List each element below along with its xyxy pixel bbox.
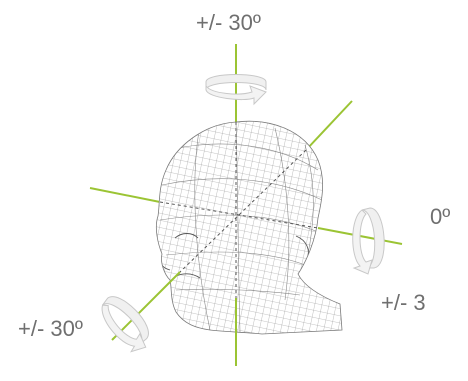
horizontal-axis-left — [89, 187, 161, 203]
wireframe-head-icon — [155, 120, 343, 335]
diagonal-axis-lower — [111, 271, 181, 341]
pitch-range-label: +/- 3 — [381, 290, 426, 315]
center-axis-dashed-diagonal — [179, 149, 307, 273]
pitch-angle-label: 0º — [430, 204, 451, 229]
yaw-range-label: +/- 30º — [196, 10, 261, 35]
rotate-arrow-icon — [205, 74, 267, 106]
diagonal-axis-upper — [305, 100, 353, 151]
center-axis-dashed-horizontal — [159, 201, 319, 229]
rotate-arrow-icon — [352, 207, 385, 275]
rotate-arrow-icon — [101, 296, 149, 353]
roll-range-label: +/- 30º — [18, 316, 83, 341]
